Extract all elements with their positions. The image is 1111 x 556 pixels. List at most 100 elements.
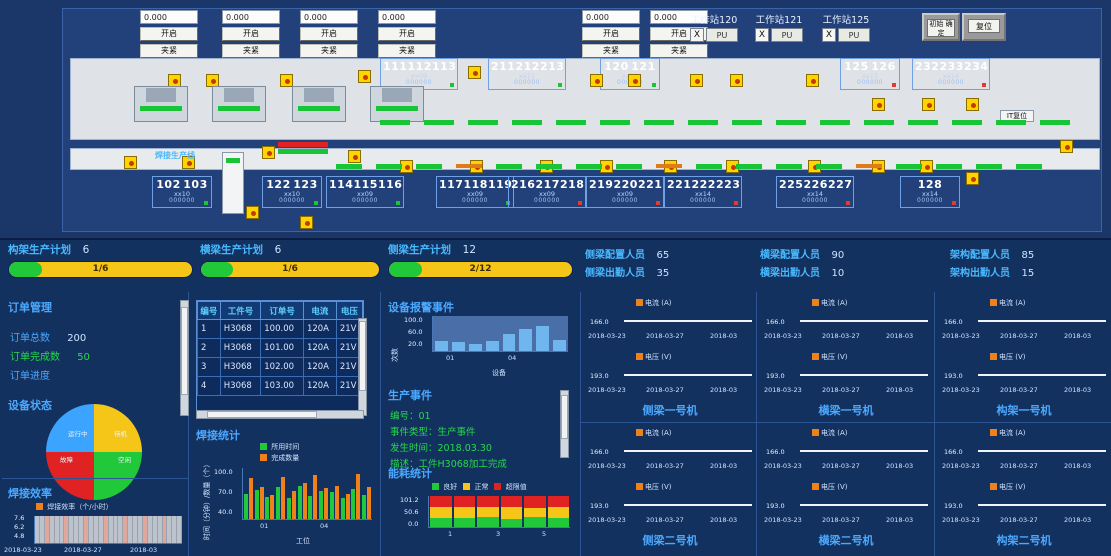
status-lamp-17[interactable] (348, 150, 361, 163)
station-code: xx09 (617, 190, 633, 198)
station-group-bot-3[interactable]: 117 118 119 xx09 000000 (436, 176, 514, 208)
station-group-bot-7[interactable]: 225 226 227 xx14 000000 (776, 176, 854, 208)
machine-current-legend-2: 电流 (A) (990, 298, 1025, 308)
table-row[interactable]: 3 H3068 102.00 120A 21V (197, 357, 364, 377)
open-button-1[interactable]: 开启 (222, 27, 280, 41)
machine-voltage-xtick-0-5: 2018-03-23 (942, 516, 980, 524)
table-scrollbar-vertical[interactable] (358, 318, 367, 416)
control-value-field-0[interactable]: 0.000 (140, 10, 198, 24)
station-group-top-1[interactable]: 211 212 213 xx11 000000 (488, 58, 566, 90)
status-lamp-15[interactable] (182, 156, 195, 169)
control-value-field-5[interactable]: 0.000 (650, 10, 708, 24)
open-button-4[interactable]: 开启 (582, 27, 640, 41)
control-value-field-4[interactable]: 0.000 (582, 10, 640, 24)
status-lamp-3[interactable] (358, 70, 371, 83)
machine-voltage-xtick-0-3: 2018-03-23 (588, 516, 626, 524)
station-group-top-4[interactable]: 232 233 234 xx14 000000 (912, 58, 990, 90)
status-lamp-13[interactable] (1060, 140, 1073, 153)
status-lamp-10[interactable] (872, 98, 885, 111)
status-lamp-28[interactable] (300, 216, 313, 229)
table-row[interactable]: 1 H3068 100.00 120A 21V (197, 319, 364, 339)
table-scroll-thumb-vertical[interactable] (359, 321, 366, 391)
status-lamp-14[interactable] (124, 156, 137, 169)
station-group-bot-4[interactable]: 216 217 218 xx09 000000 (508, 176, 586, 208)
clamp-button-4[interactable]: 夹紧 (582, 44, 640, 58)
machine-current-ytick-1: 166.0 (766, 318, 785, 326)
divider-machine-1 (934, 292, 935, 556)
control-value-field-3[interactable]: 0.000 (378, 10, 436, 24)
event-scrollbar[interactable] (560, 390, 569, 458)
work-order-table[interactable]: 编号 工件号 订单号 电流 电压 1 H3068 100.00 120A 21V 2 H3068 10… (196, 300, 364, 416)
weld-stats-bar-group-5 (297, 468, 308, 519)
control-value-field-1[interactable]: 0.000 (222, 10, 280, 24)
weld-stats-bar-time-5 (297, 485, 302, 519)
clamp-button-2[interactable]: 夹紧 (300, 44, 358, 58)
open-button-3[interactable]: 开启 (378, 27, 436, 41)
station-number-bot-0-1: 103 (183, 178, 208, 191)
status-lamp-6[interactable] (628, 74, 641, 87)
weld-efficiency-bar-16 (114, 516, 119, 543)
status-lamp-21[interactable] (600, 160, 613, 173)
status-lamp-26[interactable] (920, 160, 933, 173)
en-ytick-1: 50.6 (404, 508, 419, 516)
reset-button[interactable]: 复位 (962, 13, 1006, 41)
status-lamp-24[interactable] (808, 160, 821, 173)
status-lamp-5[interactable] (590, 74, 603, 87)
station-group-bot-1[interactable]: 122 123 xx10 000000 (262, 176, 322, 208)
table-row[interactable]: 4 H3068 103.00 120A 21V (197, 376, 364, 396)
clamp-button-1[interactable]: 夹紧 (222, 44, 280, 58)
table-scrollbar-horizontal[interactable] (196, 410, 364, 419)
table-scroll-thumb-left[interactable] (181, 307, 188, 395)
event-scroll-thumb[interactable] (561, 395, 568, 439)
station-group-bot-5[interactable]: 219 220 221 xx09 000000 (586, 176, 664, 208)
status-lamp-2[interactable] (280, 74, 293, 87)
conveyor-segment-upper-6 (644, 120, 674, 125)
station-group-top-3[interactable]: 125 126 xx13 000000 (840, 58, 900, 90)
station-status-indicator (982, 83, 986, 87)
clamp-button-5[interactable]: 夹紧 (650, 44, 708, 58)
table-header-cell-2: 订单号 (260, 301, 304, 320)
workstation-x-button-0[interactable]: X (690, 28, 704, 42)
weld-stats-bar-group-11 (361, 468, 372, 519)
workstation-pu-button-1[interactable]: PU (771, 28, 803, 42)
workstation-pu-button-0[interactable]: PU (706, 28, 738, 42)
status-lamp-29[interactable] (246, 206, 259, 219)
status-lamp-8[interactable] (730, 74, 743, 87)
staffing-attend-label-frame: 架构出勤人员 (950, 268, 1010, 279)
workstation-x-button-1[interactable]: X (755, 28, 769, 42)
event-key-0: 编号： (390, 411, 419, 422)
order-total-row: 订单总数 200 (2, 327, 188, 346)
table-scroll-thumb-horizontal[interactable] (207, 411, 317, 418)
table-row[interactable]: 2 H3068 101.00 120A 21V (197, 338, 364, 358)
clamp-button-0[interactable]: 夹紧 (140, 44, 198, 58)
station-group-bot-6[interactable]: 221 222 223 xx14 000000 (664, 176, 742, 208)
status-lamp-9[interactable] (806, 74, 819, 87)
machine-current-xtick-0-4: 2018-03-23 (764, 462, 802, 470)
table-scrollbar-left[interactable] (180, 300, 189, 416)
workstation-pu-button-2[interactable]: PU (838, 28, 870, 42)
energy-panel-title: 能耗统计 (388, 467, 432, 480)
station-group-bot-0[interactable]: 102 103 xx10 000000 (152, 176, 212, 208)
status-lamp-16[interactable] (262, 146, 275, 159)
open-button-2[interactable]: 开启 (300, 27, 358, 41)
energy-legend: 良好 正常 超限值 (432, 482, 527, 492)
station-group-bot-8[interactable]: 128 xx14 000000 (900, 176, 960, 208)
status-lamp-12[interactable] (966, 98, 979, 111)
status-lamp-7[interactable] (690, 74, 703, 87)
status-lamp-11[interactable] (922, 98, 935, 111)
mode-confirm-button[interactable]: 初始 确定 (922, 13, 960, 41)
table-cell-0-0: 1 (197, 319, 221, 339)
station-code: xx13 (862, 72, 878, 80)
status-lamp-4[interactable] (468, 66, 481, 79)
clamp-button-3[interactable]: 夹紧 (378, 44, 436, 58)
machine-voltage-xtick-0-2: 2018-03-23 (942, 386, 980, 394)
workstation-x-button-2[interactable]: X (822, 28, 836, 42)
machine-panel-3: 电流 (A) 166.0 2018-03-23 2018-03-27 2018-03 电压… (584, 426, 756, 554)
station-group-bot-2[interactable]: 114 115 116 xx09 000000 (326, 176, 404, 208)
control-value-field-2[interactable]: 0.000 (300, 10, 358, 24)
open-button-0[interactable]: 开启 (140, 27, 198, 41)
energy-bar-5 (547, 496, 569, 527)
weld-efficiency-bar-7 (69, 516, 75, 543)
status-lamp-27[interactable] (966, 172, 979, 185)
cell-status-3 (376, 106, 418, 111)
